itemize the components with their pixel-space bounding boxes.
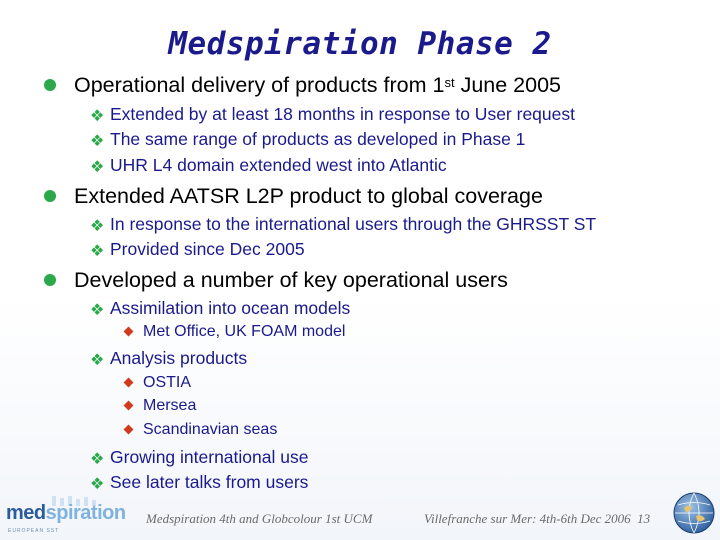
- diamond-star-bullet-icon: ❖: [90, 474, 105, 493]
- globe-logo-icon: [673, 492, 715, 534]
- diamond-star-bullet-icon: ❖: [90, 157, 105, 176]
- red-diamond-bullet-icon: [123, 400, 134, 411]
- logo-wordmark: medspiration: [6, 502, 126, 524]
- green-circle-bullet-icon: [44, 274, 56, 286]
- diamond-star-bullet-icon: ❖: [90, 300, 105, 319]
- bullet-1-text: Operational delivery of products from 1s…: [74, 73, 561, 97]
- green-circle-bullet-icon: [44, 190, 56, 202]
- diamond-star-bullet-icon: ❖: [90, 216, 105, 235]
- diamond-star-bullet-icon: ❖: [90, 131, 105, 150]
- diamond-star-bullet-icon: ❖: [90, 350, 105, 369]
- diamond-star-bullet-icon: ❖: [90, 106, 105, 125]
- red-diamond-bullet-icon: [123, 424, 134, 435]
- logo-wave-graphic: [52, 496, 96, 506]
- footer-left-text: Medspiration 4th and Globcolour 1st UCM: [146, 511, 373, 526]
- red-diamond-bullet-icon: [123, 377, 134, 388]
- medspiration-logo: medspiration EUROPEAN SST: [6, 496, 126, 540]
- footer-right-text: Villefranche sur Mer: 4th-6th Dec 2006 1…: [424, 511, 651, 526]
- page-number: 13: [637, 511, 651, 526]
- logo-tagline: EUROPEAN SST: [8, 528, 60, 534]
- red-diamond-bullet-icon: [123, 326, 134, 337]
- slide-title: Medspiration Phase 2: [168, 26, 552, 62]
- diamond-star-bullet-icon: ❖: [90, 241, 105, 260]
- green-circle-bullet-icon: [44, 79, 56, 91]
- diamond-star-bullet-icon: ❖: [90, 449, 105, 468]
